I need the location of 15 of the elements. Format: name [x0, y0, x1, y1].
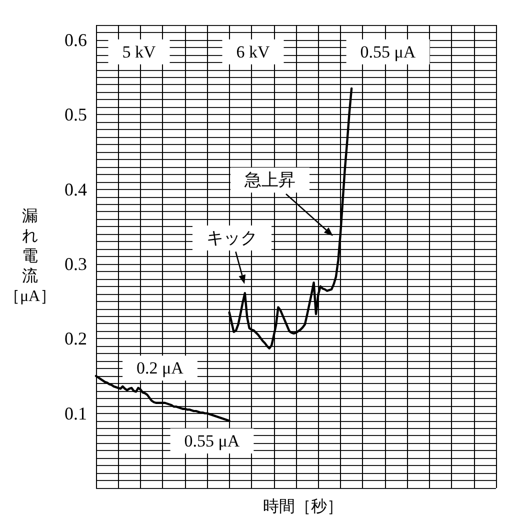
- y-tick-label: 0.2: [64, 328, 87, 349]
- y-tick-label: 0.6: [64, 30, 87, 50]
- x-axis-title: 時間［秒］: [263, 498, 343, 516]
- y-tick-label: 0.4: [64, 179, 87, 200]
- annotation: 0.2 μA: [136, 358, 184, 378]
- annotation: 6 kV: [236, 42, 270, 62]
- y-axis-title: 漏れ電流［μA］: [4, 208, 56, 305]
- annotation: 0.55 μA: [184, 432, 240, 451]
- y-tick-label: 0.5: [64, 104, 87, 125]
- annotation: キック: [206, 228, 258, 248]
- y-tick-label: 0.1: [64, 403, 87, 424]
- annotation: 0.55 μA: [360, 42, 416, 62]
- annotation: 急上昇: [244, 170, 296, 190]
- y-tick-label: 0.3: [64, 254, 87, 274]
- annotation: 5 kV: [122, 42, 156, 62]
